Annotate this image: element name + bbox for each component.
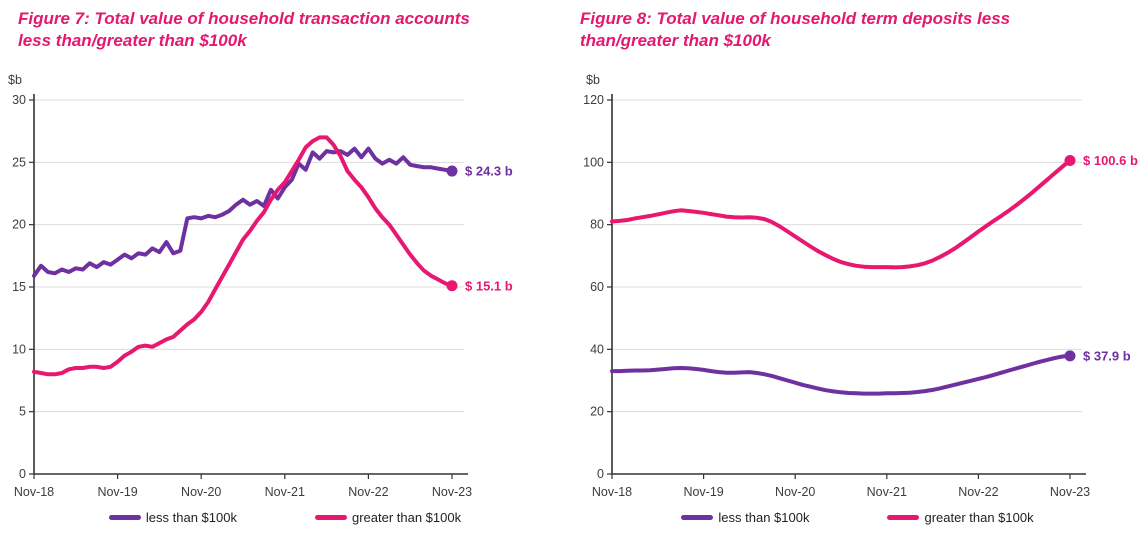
figure7-title-line1: Figure 7: Total value of household trans… xyxy=(18,9,470,28)
legend-item-less-than-100k: less than $100k xyxy=(681,510,809,525)
purple-line-swatch-icon xyxy=(681,515,714,520)
series-line-pink xyxy=(32,135,454,377)
pink-line-swatch-icon xyxy=(887,515,920,520)
x-tick-label: Nov-23 xyxy=(432,485,472,499)
figure8-legend: less than $100k greater than $100k xyxy=(570,510,1145,525)
series-end-value-label: $ 37.9 b xyxy=(1083,348,1131,363)
series-line-purple xyxy=(32,146,454,278)
x-tick-label: Nov-21 xyxy=(265,485,305,499)
y-tick-label: 25 xyxy=(12,155,26,169)
figure7-title-line2: less than/greater than $100k xyxy=(18,31,247,50)
legend-label-less-than-100k: less than $100k xyxy=(145,510,237,525)
series-end-dot-pink xyxy=(446,280,458,292)
y-tick-label: 40 xyxy=(590,342,604,356)
purple-line-swatch-icon xyxy=(108,515,141,520)
figure8-title-line2: than/greater than $100k xyxy=(580,31,771,50)
y-tick-label: 20 xyxy=(590,405,604,419)
legend-item-greater-than-100k: greater than $100k xyxy=(314,510,462,525)
figure8-title: Figure 8: Total value of household term … xyxy=(580,8,1145,52)
x-tick-label: Nov-18 xyxy=(592,485,632,499)
figure8-title-line1: Figure 8: Total value of household term … xyxy=(580,9,1011,28)
figure8-panel: Figure 8: Total value of household term … xyxy=(570,0,1145,540)
pink-line-swatch-icon xyxy=(314,515,347,520)
legend-label-less-than-100k: less than $100k xyxy=(718,510,810,525)
x-tick-label: Nov-18 xyxy=(14,485,54,499)
y-tick-label: 15 xyxy=(12,280,26,294)
series-end-value-label: $ 24.3 b xyxy=(465,164,513,179)
series-end-dot-purple xyxy=(446,165,458,177)
legend-item-greater-than-100k: greater than $100k xyxy=(887,510,1034,525)
y-tick-label: 10 xyxy=(12,342,26,356)
y-axis-unit-label: $b xyxy=(8,73,22,87)
figure7-line-chart: $b 0 5 10 15 20 25 30 Nov-18 Nov-19 Nov-20 Nov-21 No… xyxy=(8,73,513,499)
legend-label-greater-than-100k: greater than $100k xyxy=(924,510,1034,525)
x-tick-label: Nov-20 xyxy=(775,485,815,499)
figure8-line-chart: $b 0 20 40 60 80 100 120 Nov-18 Nov-19 Nov-20 Nov-2… xyxy=(583,73,1138,499)
y-tick-label: 0 xyxy=(19,467,26,481)
series-end-dot-pink xyxy=(1064,154,1076,166)
y-tick-label: 120 xyxy=(583,93,604,107)
legend-item-less-than-100k: less than $100k xyxy=(108,510,237,525)
x-tick-label: Nov-19 xyxy=(683,485,723,499)
y-axis-unit-label: $b xyxy=(586,73,600,87)
y-tick-label: 5 xyxy=(19,405,26,419)
series-line-pink xyxy=(610,158,1072,270)
series-line-purple xyxy=(610,353,1072,396)
figure7-legend: less than $100k greater than $100k xyxy=(0,510,570,525)
y-tick-label: 30 xyxy=(12,93,26,107)
y-tick-label: 0 xyxy=(597,467,604,481)
figure7-title: Figure 7: Total value of household trans… xyxy=(18,8,570,52)
x-tick-label: Nov-23 xyxy=(1050,485,1090,499)
x-tick-label: Nov-22 xyxy=(348,485,388,499)
series-end-value-label: $ 100.6 b xyxy=(1083,153,1138,168)
series-end-value-label: $ 15.1 b xyxy=(465,278,513,293)
y-tick-label: 60 xyxy=(590,280,604,294)
x-tick-label: Nov-20 xyxy=(181,485,221,499)
series-end-dot-purple xyxy=(1064,350,1076,362)
y-tick-label: 20 xyxy=(12,218,26,232)
y-tick-label: 80 xyxy=(590,218,604,232)
x-tick-label: Nov-22 xyxy=(958,485,998,499)
legend-label-greater-than-100k: greater than $100k xyxy=(351,510,462,525)
figure7-panel: Figure 7: Total value of household trans… xyxy=(0,0,570,540)
x-tick-label: Nov-21 xyxy=(867,485,907,499)
x-tick-label: Nov-19 xyxy=(97,485,137,499)
y-tick-label: 100 xyxy=(583,155,604,169)
